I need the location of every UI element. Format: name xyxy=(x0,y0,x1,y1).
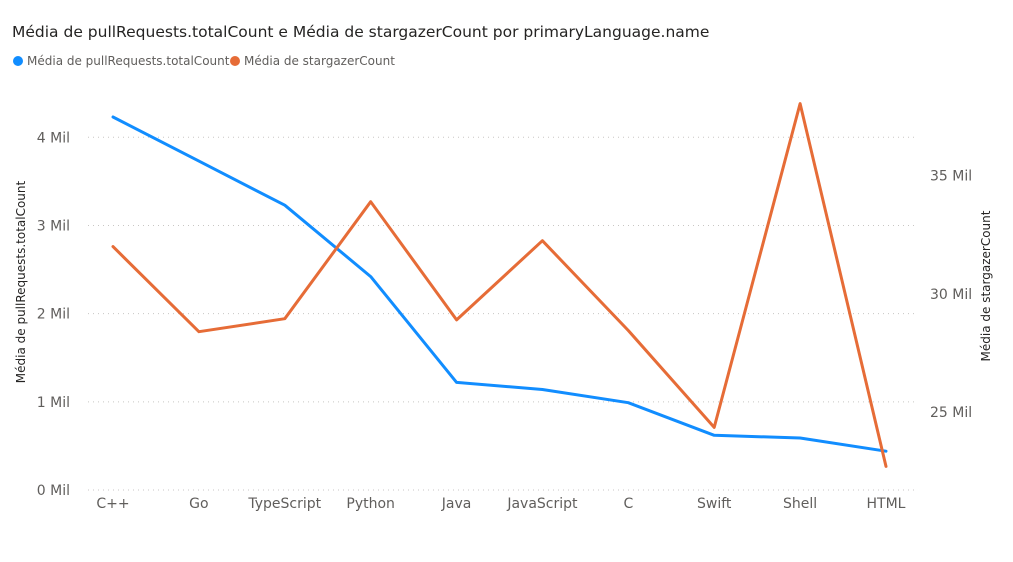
data-point[interactable] xyxy=(368,199,374,205)
right-axis-title: Média de stargazerCount xyxy=(979,210,993,361)
x-tick-label: HTML xyxy=(867,496,906,512)
left-tick-label: 0 Mil xyxy=(37,483,70,499)
data-point[interactable] xyxy=(539,238,545,244)
right-tick-label: 30 Mil xyxy=(930,287,972,303)
data-point[interactable] xyxy=(454,379,460,385)
x-tick-label: C xyxy=(623,496,633,512)
x-tick-label: Java xyxy=(441,496,472,512)
left-tick-label: 3 Mil xyxy=(37,218,70,234)
data-point[interactable] xyxy=(797,101,803,107)
legend-label-pull-requests: Média de pullRequests.totalCount xyxy=(27,54,230,68)
data-point[interactable] xyxy=(110,114,116,120)
x-tick-label: Python xyxy=(346,496,395,512)
data-point[interactable] xyxy=(110,244,116,250)
data-point[interactable] xyxy=(539,386,545,392)
data-point[interactable] xyxy=(196,329,202,335)
data-point[interactable] xyxy=(625,327,631,333)
left-axis-title: Média de pullRequests.totalCount xyxy=(14,180,28,383)
series-lines xyxy=(110,101,889,469)
legend-label-stargazers: Média de stargazerCount xyxy=(244,54,395,68)
data-point[interactable] xyxy=(282,202,288,208)
left-axis-ticks: 0 Mil 1 Mil 2 Mil 3 Mil 4 Mil xyxy=(37,130,70,499)
legend-marker-pull-requests xyxy=(13,56,23,66)
x-tick-label: JavaScript xyxy=(506,496,578,512)
data-point[interactable] xyxy=(368,274,374,280)
data-point[interactable] xyxy=(282,316,288,322)
right-axis-ticks: 25 Mil 30 Mil 35 Mil xyxy=(930,169,972,421)
data-point[interactable] xyxy=(196,158,202,164)
data-point[interactable] xyxy=(711,424,717,430)
legend[interactable]: Média de pullRequests.totalCount Média d… xyxy=(13,54,395,68)
data-point[interactable] xyxy=(625,400,631,406)
data-point[interactable] xyxy=(454,317,460,323)
data-point[interactable] xyxy=(883,463,889,469)
data-point[interactable] xyxy=(711,432,717,438)
x-tick-label: Go xyxy=(189,496,208,512)
chart-title: Média de pullRequests.totalCount e Média… xyxy=(12,23,709,41)
x-tick-label: TypeScript xyxy=(247,496,321,512)
legend-marker-stargazers xyxy=(230,56,240,66)
x-tick-label: C++ xyxy=(96,496,129,512)
right-tick-label: 25 Mil xyxy=(930,405,972,421)
left-tick-label: 1 Mil xyxy=(37,395,70,411)
right-tick-label: 35 Mil xyxy=(930,169,972,185)
left-tick-label: 4 Mil xyxy=(37,130,70,146)
x-tick-label: Shell xyxy=(783,496,817,512)
series-line-stargazers[interactable] xyxy=(111,102,888,468)
left-tick-label: 2 Mil xyxy=(37,307,70,323)
data-point[interactable] xyxy=(797,435,803,441)
gridlines xyxy=(88,136,918,491)
x-axis-ticks: C++ Go TypeScript Python Java JavaScript C Swif… xyxy=(96,496,905,512)
x-tick-label: Swift xyxy=(697,496,732,512)
series-line-pull-requests[interactable] xyxy=(111,115,888,453)
